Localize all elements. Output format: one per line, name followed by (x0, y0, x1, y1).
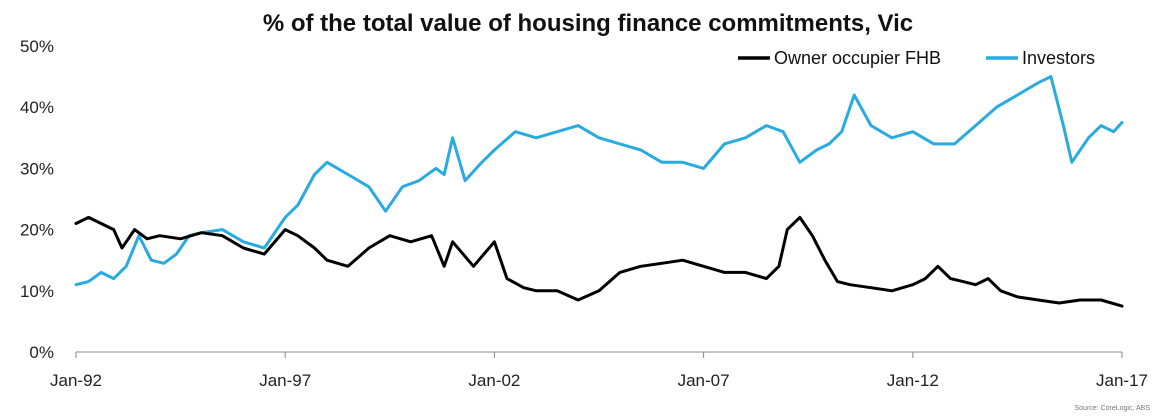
legend-label: Owner occupier FHB (774, 48, 941, 68)
x-tick-label: Jan-92 (50, 371, 102, 390)
x-tick-label: Jan-12 (887, 371, 939, 390)
x-tick-label: Jan-07 (678, 371, 730, 390)
series-line-owner-occupier-fhb (74, 215, 1124, 308)
source-note: Source: CoreLogic, ABS (1075, 405, 1151, 412)
legend: Owner occupier FHB Investors (738, 48, 1095, 68)
x-tick-label: Jan-02 (468, 371, 520, 390)
x-tick-label: Jan-17 (1096, 371, 1148, 390)
y-tick-label: 30% (20, 159, 54, 178)
series-layer (74, 75, 1124, 308)
x-tick-label: Jan-97 (259, 371, 311, 390)
y-tick-label: 20% (20, 221, 54, 240)
series-line-investors (74, 75, 1124, 287)
chart-title: % of the total value of housing finance … (263, 10, 913, 37)
legend-label: Investors (1022, 48, 1095, 68)
y-tick-label: 10% (20, 282, 54, 301)
y-tick-label: 40% (20, 98, 54, 117)
y-tick-label: 50% (20, 37, 54, 56)
y-tick-label: 0% (29, 343, 54, 362)
axes: 0% 10% 20% 30% 40% 50% Jan-92 Jan-97 Jan-02 Jan-0… (20, 37, 1148, 390)
